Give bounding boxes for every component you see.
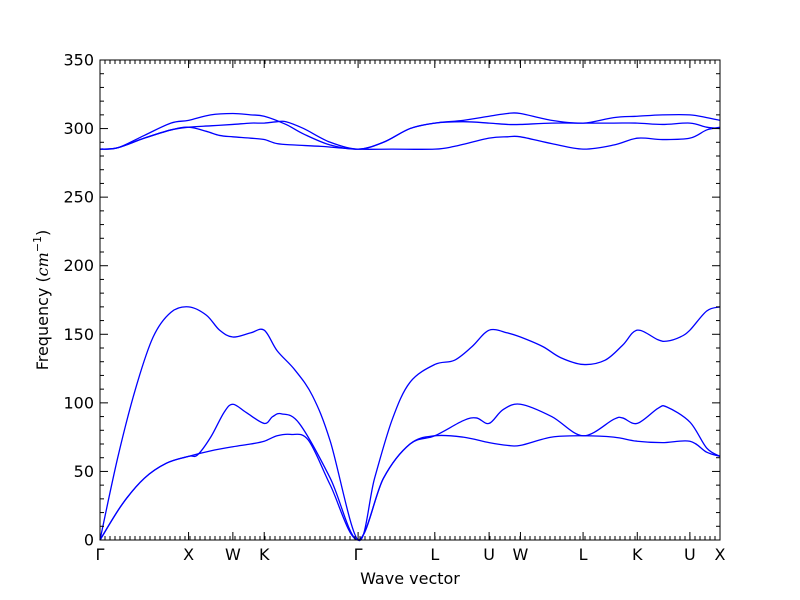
x-tick-label: W (513, 545, 529, 564)
ticks-group (99, 59, 721, 541)
y-tick-label: 200 (63, 256, 94, 275)
y-tick-label: 0 (84, 531, 94, 550)
x-tick-label: Γ (354, 545, 363, 564)
y-tick-label: 150 (63, 325, 94, 344)
series-group (99, 112, 721, 541)
x-tick-label: L (430, 545, 439, 564)
y-tick-label: 250 (63, 188, 94, 207)
plot-area-frame (99, 59, 721, 541)
band-line-2 (99, 403, 721, 541)
band-line-3 (99, 306, 721, 541)
x-axis-label: Wave vector (360, 569, 460, 588)
x-tick-label: L (579, 545, 588, 564)
y-axis-label: Frequency (cm−1) (31, 230, 52, 371)
band-line-5 (99, 120, 721, 150)
x-tick-label: U (483, 545, 495, 564)
y-tick-label: 50 (74, 462, 94, 481)
x-tick-label: X (183, 545, 194, 564)
x-tick-label: Γ (96, 545, 105, 564)
y-tick-label: 350 (63, 51, 94, 70)
y-tick-label: 300 (63, 119, 94, 138)
y-tick-label: 100 (63, 393, 94, 412)
x-tick-label: X (715, 545, 726, 564)
x-tick-label: K (632, 545, 643, 564)
x-tick-label: W (225, 545, 241, 564)
band-line-6 (99, 126, 721, 150)
x-tick-label: K (259, 545, 270, 564)
x-tick-label: U (684, 545, 696, 564)
